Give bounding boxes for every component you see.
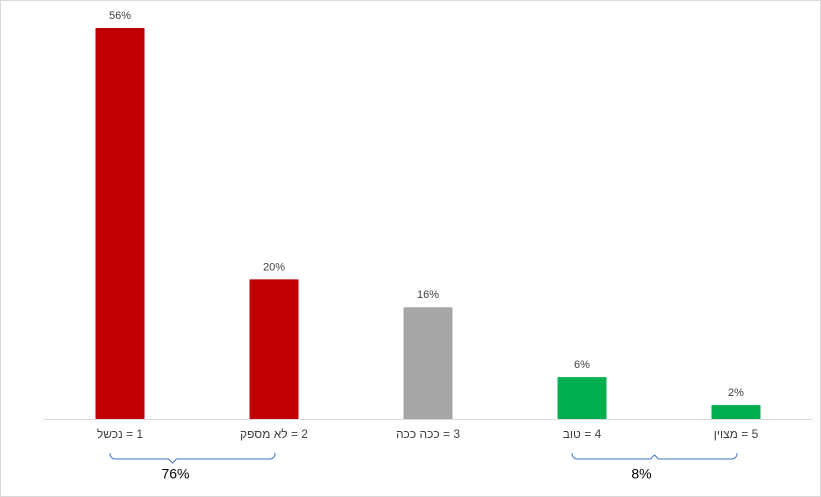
bracket	[109, 452, 276, 464]
x-tick-label: 3 = ככה ככה	[396, 427, 460, 441]
x-tick-label: 5 = מצוין	[714, 427, 759, 441]
bar	[95, 28, 145, 419]
bar	[249, 279, 299, 419]
bar	[711, 405, 761, 419]
bar	[403, 307, 453, 419]
value-label: 6%	[574, 359, 590, 371]
value-label: 20%	[263, 261, 285, 273]
bracket	[571, 452, 738, 460]
x-tick-label: 4 = טוב	[563, 427, 602, 441]
value-label: 56%	[109, 10, 131, 22]
x-tick-label: 1 = נכשל	[97, 427, 144, 441]
x-tick-label: 2 = לא מספק	[240, 427, 308, 441]
value-label: 2%	[728, 387, 744, 399]
value-label: 16%	[417, 289, 439, 301]
annotation: 8%	[631, 466, 651, 482]
annotation: 76%	[161, 466, 189, 482]
bar	[557, 377, 607, 419]
